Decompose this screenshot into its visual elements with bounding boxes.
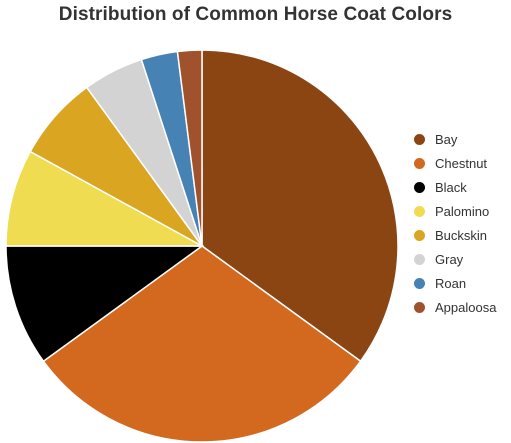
legend-label-black: Black	[435, 179, 467, 195]
legend-swatch-bay	[414, 133, 425, 145]
pie-slice-black	[5, 245, 205, 363]
chart-legend: Bay Chestnut Black Palomino Buckskin Gray Roan…	[414, 127, 496, 319]
pie-slice-bay	[201, 49, 399, 363]
legend-label-gray: Gray	[435, 251, 464, 267]
legend-item-buckskin: Buckskin	[414, 223, 496, 247]
pie-slice-palomino	[5, 150, 203, 247]
legend-swatch-gray	[414, 253, 425, 265]
legend-label-appaloosa: Appaloosa	[435, 299, 497, 315]
legend-swatch-buckskin	[414, 229, 425, 241]
legend-label-roan: Roan	[435, 275, 467, 291]
legend-swatch-black	[414, 181, 425, 193]
legend-label-bay: Bay	[435, 131, 458, 147]
legend-swatch-roan	[414, 277, 425, 289]
legend-item-roan: Roan	[414, 271, 496, 295]
legend-swatch-appaloosa	[414, 301, 425, 313]
legend-swatch-palomino	[414, 205, 425, 217]
legend-item-black: Black	[414, 175, 496, 199]
chart-title: Distribution of Common Horse Coat Colors	[58, 4, 453, 25]
legend-item-chestnut: Chestnut	[414, 151, 496, 175]
legend-item-gray: Gray	[414, 247, 496, 271]
legend-item-palomino: Palomino	[414, 199, 496, 223]
legend-label-chestnut: Chestnut	[435, 155, 488, 171]
legend-label-buckskin: Buckskin	[435, 227, 488, 243]
legend-swatch-chestnut	[414, 157, 425, 169]
pie-slice-appaloosa	[176, 49, 203, 247]
legend-label-palomino: Palomino	[435, 203, 490, 219]
pie-slice-chestnut	[42, 245, 362, 443]
legend-item-appaloosa: Appaloosa	[414, 295, 496, 319]
legend-item-bay: Bay	[414, 127, 496, 151]
